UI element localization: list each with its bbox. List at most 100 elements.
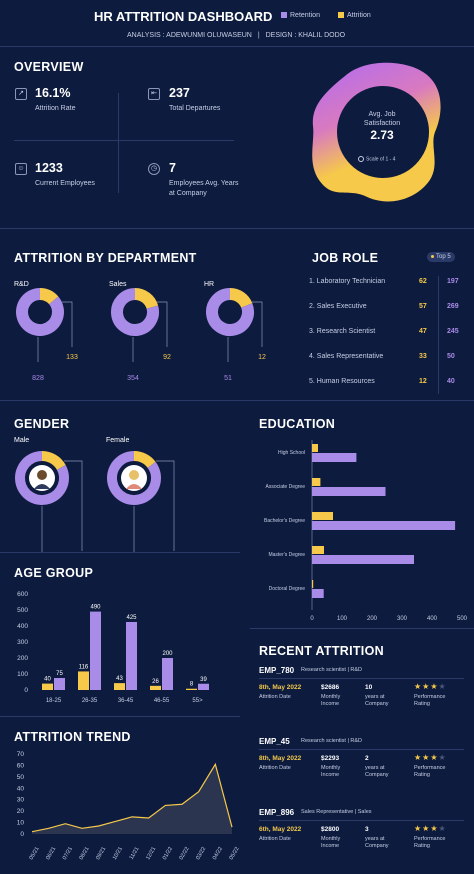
star-icon: ★ [430,824,439,833]
years-label: years at Company [365,765,389,778]
department-title: ATTRITION BY DEPARTMENT [14,251,197,265]
job-role-name: 3. Research Scientist [309,328,376,335]
credits-analysis: ANALYSIS : ADEWUNMI OLUWASEUN [127,32,252,39]
income-value: $2686 [321,684,340,691]
age-category-label: 46-55 [154,698,170,704]
trend-y-tick: 0 [20,831,24,838]
age-attrition-bar [114,683,125,690]
dept-2-attrition-value: 12 [258,354,266,361]
attrition-trend-chart: 0 10 20 30 40 50 60 70 05/21 06/21 07/21 08/21 09/21… [17,751,241,861]
gender-1-name: Female [106,437,129,444]
age-retention-label: 425 [126,615,137,621]
job-role-row: 4. Sales Representative 33 50 [309,353,461,363]
overview-bottom-divider [0,228,474,229]
education-attrition-bar [312,546,324,554]
education-category-label: Doctoral Degree [269,586,306,592]
trend-x-tick: 11/21 [129,846,141,861]
gender-0-attrition-leader [64,460,83,551]
years-value: 3 [365,826,369,833]
trend-x-tick: 12/21 [145,846,157,861]
age-category-label: 36-45 [118,698,134,704]
job-role-attrition: 47 [419,328,427,335]
dept-2-retention-value: 51 [224,375,232,382]
education-retention-bar [312,555,414,564]
star-icon: ★ [414,753,423,762]
rating-stars: ★★★★ [414,682,447,691]
education-x-tick: 300 [397,616,408,620]
job-role-name: 1. Laboratory Technician [309,278,386,285]
people-icon: ☺ [15,163,27,175]
star-icon: ★ [438,682,447,691]
recent-attrition-card: EMP_896 Sales Representative | Sales 6th, … [259,808,464,868]
years-value: 10 [365,684,373,691]
trend-x-tick: 03/22 [195,846,207,861]
attrition-rate-value: 16.1% [35,86,71,100]
education-retention-bar [312,521,456,530]
trend-area [32,764,232,834]
gender-donuts: Male732150Female50187 [14,437,175,552]
current-employees-value: 1233 [35,161,63,175]
education-bottom-divider [250,628,474,629]
age-y-tick: 600 [17,591,28,598]
overview-hdivider [14,140,234,141]
star-icon: ★ [438,824,447,833]
satisfaction-value: 2.73 [370,128,394,142]
income-label: Monthly Income [321,765,341,778]
gender-1-retention-arc [107,451,161,505]
gender-1-attrition-arc [133,451,156,469]
job-role-retention: 50 [447,353,455,360]
satisfaction-scale: Scale of 1 - 4 [358,156,418,162]
age-attrition-bar [42,683,53,690]
age-category-label: 55> [192,698,203,704]
trend-x-tick: 05/21 [29,846,41,861]
chart-icon: ↗ [15,88,27,100]
trend-x-tick: 10/21 [112,846,124,861]
employee-role: Research scientist | R&D [301,738,363,744]
job-role-name: 5. Human Resources [309,378,375,385]
dept-0-attrition-arc [39,288,59,305]
income-label: Monthly Income [321,836,341,849]
attrition-date-label: Attrition Date [259,836,291,842]
rating-label: Performance Rating [414,765,446,778]
age-y-tick: 0 [24,687,28,694]
trend-x-tick: 05/22 [229,846,241,861]
gender-0-attrition-arc [41,451,66,471]
top5-badge-text: Top 5 [436,254,451,260]
job-role-retention: 40 [447,378,455,385]
income-value: $2293 [321,755,340,762]
dept-1-name: Sales [109,281,127,288]
age-y-tick: 400 [17,623,28,630]
gender-1-avatar-body-icon [126,484,142,489]
trend-y-tick: 50 [17,774,25,781]
trend-x-tick: 07/21 [62,846,74,861]
satisfaction-label: Avg. Job Satisfaction [363,111,401,127]
legend-attrition-label: Attrition [347,12,371,19]
dept-2-attrition-leader [252,301,263,347]
job-role-retention: 245 [447,328,459,335]
dept-1-retention-value: 354 [127,375,139,382]
avg-years-label: Employees Avg. Years at Company [169,180,239,197]
trend-x-tick: 04/22 [212,846,224,861]
age-bottom-divider [0,716,240,717]
age-y-tick: 200 [17,655,28,662]
dept-2-name: HR [204,281,214,288]
years-label: years at Company [365,694,389,707]
gender-0-avatar-head-icon [37,470,47,480]
education-category-label: Master's Degree [268,552,305,558]
avg-years-value: 7 [169,161,176,175]
job-role-attrition: 33 [419,353,427,360]
trend-x-tick: 01/22 [162,846,174,861]
age-attrition-label: 43 [116,676,123,682]
age-retention-label: 39 [200,677,207,683]
education-attrition-bar [312,512,333,520]
card-divider [259,678,464,679]
job-role-retention: 269 [447,303,459,310]
trend-x-tick: 09/21 [95,846,107,861]
age-group-title: AGE GROUP [14,566,94,580]
age-attrition-bar [186,688,197,690]
rating-label: Performance Rating [414,694,446,707]
star-icon: ★ [414,682,423,691]
employee-role: Sales Representative | Sales [301,809,372,815]
education-category-label: Bachelor's Degree [264,518,305,524]
total-departures-label: Total Departures [169,105,221,112]
